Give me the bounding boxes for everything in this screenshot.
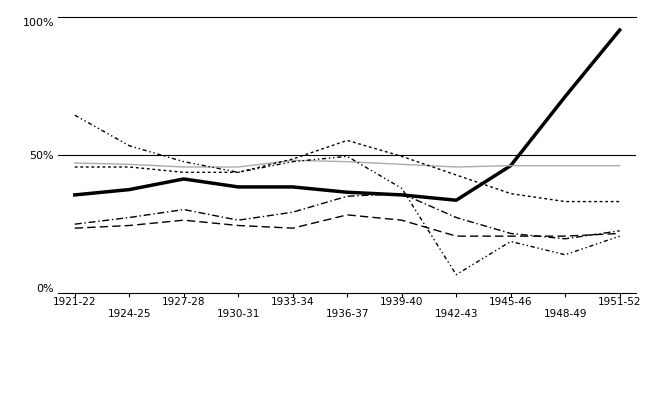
Text: 1939-40: 1939-40: [380, 297, 423, 308]
Text: 1936-37: 1936-37: [325, 308, 369, 318]
Text: 1933-34: 1933-34: [271, 297, 315, 308]
Text: 1948-49: 1948-49: [543, 308, 587, 318]
Text: 1930-31: 1930-31: [217, 308, 260, 318]
Text: 1951-52: 1951-52: [598, 297, 641, 308]
Text: 1927-28: 1927-28: [162, 297, 206, 308]
Text: 1924-25: 1924-25: [108, 308, 151, 318]
Text: 1921-22: 1921-22: [53, 297, 97, 308]
Text: 1942-43: 1942-43: [434, 308, 478, 318]
Text: 1945-46: 1945-46: [489, 297, 532, 308]
